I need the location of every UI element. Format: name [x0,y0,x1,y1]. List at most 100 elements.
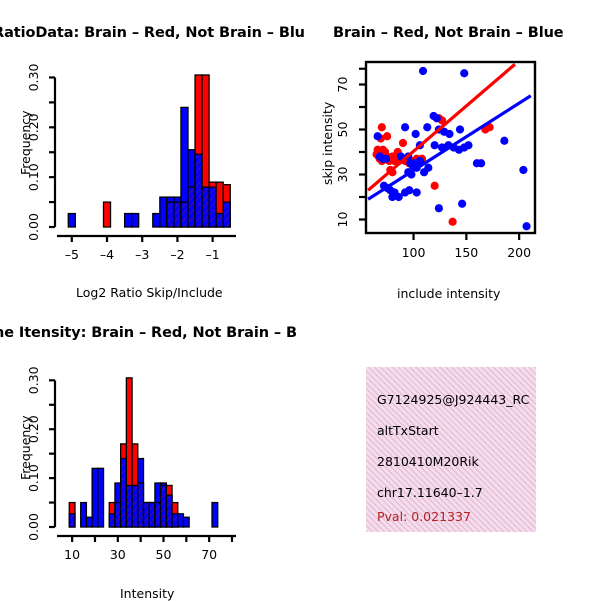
histogram-bar [211,501,219,528]
regression-line [367,94,532,201]
y-tick-label: 0.00 [26,513,41,541]
x-tick-label: 200 [507,245,531,260]
scatter-point [423,123,432,132]
gene-name-text: 2810410M20Rik [377,454,479,469]
histogram-bar [97,467,105,528]
y-tick-label: 0.20 [26,113,41,141]
histogram-bar-overlap [187,186,196,228]
scatter-point [377,123,386,132]
histogram-bar-overlap [201,186,210,228]
locus-text: chr17.11640–1.7 [377,485,483,500]
regression-line [367,63,516,192]
pval-text: Pval: 0.021337 [377,509,471,524]
histogram-bar-overlap [142,501,150,528]
histogram-bar-overlap [166,201,175,228]
x-tick-label: 150 [454,245,478,260]
y-tick-label: 30 [335,167,350,183]
histogram-bar-overlap [165,494,173,528]
intensity-histogram-plot: 0.00 0.10 0.20 0.30 10 30 50 70 [26,366,236,562]
histogram-bar-overlap [159,484,167,528]
histogram-bar [85,516,93,528]
histogram-bar-overlap [208,186,217,228]
y-tick-label: 0.30 [26,64,41,92]
histogram-bar [152,212,161,228]
x-tick-label: 70 [201,547,217,562]
histogram-bar [159,196,168,228]
ratio-histogram-xlabel: Log2 Ratio Skip/Include [76,285,223,300]
scatter-plot: 10 30 50 70 100 150 200 [335,60,537,260]
histogram-bar-overlap [171,513,179,528]
scatter-point [445,129,454,139]
x-tick-label: –2 [170,247,184,262]
scatter-point [388,192,397,202]
scatter-title: Brain – Red, Not Brain – Blue [333,25,564,41]
event-type-text: altTxStart [377,423,439,438]
scatter-point [434,204,443,213]
scatter-point [500,136,509,145]
scatter-point [432,114,441,123]
scatter-point [460,69,469,78]
scatter-point [522,222,531,231]
scatter-point [424,163,433,172]
histogram-bar-overlap [68,513,76,528]
intensity-histogram-title: ne Itensity: Brain – Red, Not Brain – B [0,325,297,341]
scatter-point [415,156,424,166]
histogram-bar-overlap [114,501,122,528]
x-tick-label: 30 [110,547,126,562]
histogram-bar [131,212,140,228]
scatter-point [477,159,486,168]
x-tick-label: 10 [64,547,80,562]
panel-ratio-histogram: RatioData: Brain – Red, Not Brain – Blu … [0,0,305,305]
y-tick-label: 10 [335,212,350,228]
x-tick-label: –1 [206,247,220,262]
histogram-bar [91,467,99,528]
histogram-bar-overlap [180,201,189,228]
scatter-xlabel: include intensity [397,286,501,301]
scatter-point [455,125,465,134]
x-tick-label: –5 [65,247,79,262]
histogram-bar-overlap [148,501,156,528]
x-tick-label: 100 [402,245,426,260]
panel-intensity-histogram: ne Itensity: Brain – Red, Not Brain – B … [0,305,300,601]
histogram-bar [67,212,76,228]
histogram-bar-overlap [194,153,203,228]
histogram-bar [182,516,190,528]
histogram-bar [177,513,185,528]
scatter-point [448,217,457,226]
histogram-bar-overlap [120,457,128,528]
scatter-point [418,66,428,76]
y-tick-label: 0.30 [26,366,41,394]
scatter-point [381,154,391,163]
scatter-point [398,138,408,148]
scatter-point [405,186,414,195]
scatter-point [378,145,387,154]
histogram-bar-overlap [108,513,116,528]
scatter-point [519,165,528,175]
scatter-point [458,199,467,208]
plot-frame [364,60,537,235]
y-tick-label: 0.10 [26,163,41,191]
scatter-point [411,129,420,139]
scatter-point [412,188,421,197]
x-tick-label: –4 [100,247,114,262]
histogram-bar-overlap [215,212,224,228]
scatter-point [373,132,382,141]
histogram-bar-overlap [137,482,145,528]
scatter-point [485,123,494,132]
scatter-point [430,181,439,190]
scatter-point [394,192,403,202]
probe-info-box: G7124925@J924443_RC altTxStart 2810410M2… [366,367,536,532]
scatter-point [430,141,439,150]
panel-scatter: Brain – Red, Not Brain – Blue skip inten… [300,0,600,305]
histogram-bar-overlap [222,201,231,228]
ratio-histogram-title: RatioData: Brain – Red, Not Brain – Blu [0,25,305,41]
histogram-bar-overlap [154,501,162,528]
y-tick-label: 50 [335,122,350,138]
histogram-bar-overlap [131,484,139,528]
histogram-bar-overlap [173,201,182,228]
ratio-histogram-plot: 0.00 0.10 0.20 0.30 –5 –4 –3 –2 –1 [26,64,236,262]
y-tick-label: 70 [335,77,350,93]
probe-id-text: G7124925@J924443_RC [377,392,530,407]
y-tick-label: 0.00 [26,213,41,241]
y-tick-label: 0.10 [26,464,41,492]
